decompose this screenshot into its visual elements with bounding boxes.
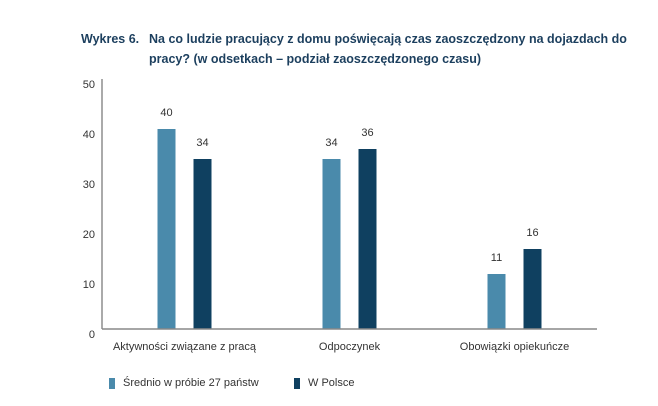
legend-swatch-series2 (294, 377, 300, 389)
legend-label-series1: Średnio w próbie 27 państw (123, 377, 259, 389)
data-label: 34 (325, 137, 337, 149)
data-label: 11 (491, 252, 502, 264)
category-label: Obowiązki opiekuńcze (460, 341, 569, 353)
legend-item-series1: Średnio w próbie 27 państw (109, 377, 259, 389)
y-tick-label: 30 (83, 179, 95, 191)
y-tick-label: 20 (83, 229, 95, 241)
bar-series1 (322, 159, 341, 329)
data-label: 34 (196, 137, 208, 149)
category-labels: Aktywności związane z pracą Odpoczynek Obo… (113, 341, 569, 353)
category-label: Aktywności związane z pracą (113, 341, 257, 353)
chart-number: Wykres 6. (81, 32, 140, 46)
data-label: 16 (526, 227, 538, 239)
bar-series2 (358, 149, 377, 329)
data-label: 40 (160, 107, 172, 119)
y-tick-label: 40 (83, 129, 95, 141)
bars (157, 129, 542, 329)
bar-series2 (193, 159, 212, 329)
legend-item-series2: W Polsce (294, 377, 354, 389)
bar-series2 (523, 249, 542, 329)
data-label: 36 (361, 127, 373, 139)
y-axis-ticks: 0 10 20 30 40 50 (83, 79, 95, 341)
bar-series1 (487, 274, 506, 329)
y-tick-label: 0 (89, 329, 95, 341)
chart-title-text: Na co ludzie pracujący z domu poświęcają… (149, 32, 627, 66)
y-tick-label: 50 (83, 79, 95, 91)
category-label: Odpoczynek (319, 341, 381, 353)
legend-swatch-series1 (109, 377, 115, 389)
legend-label-series2: W Polsce (308, 377, 355, 389)
y-tick-label: 10 (83, 279, 95, 291)
data-labels: 40 34 34 36 11 16 (160, 107, 538, 264)
bar-series1 (157, 129, 176, 329)
